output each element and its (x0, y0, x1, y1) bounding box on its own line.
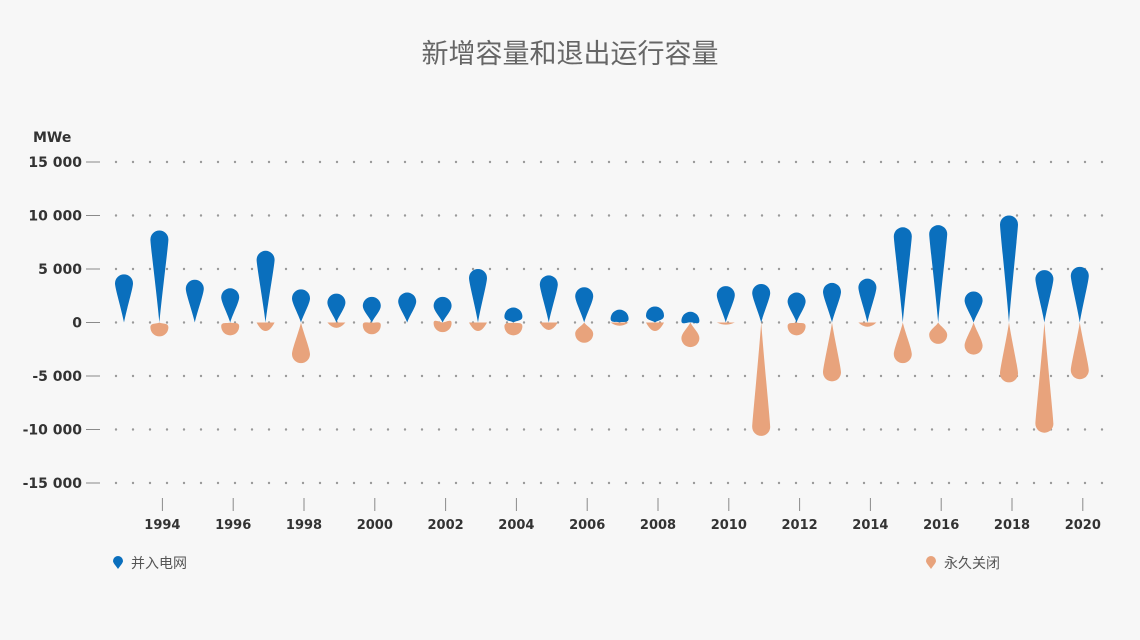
grid-connected-mark-2018 (1000, 215, 1018, 323)
y-tick-label: 15 000 (28, 155, 82, 171)
grid-connected-mark-2009 (681, 311, 700, 324)
x-tick-label: 2012 (782, 518, 818, 533)
permanent-shutdown-mark-2010 (716, 322, 735, 325)
permanent-shutdown-mark-1994 (150, 322, 169, 337)
x-tick-label: 2016 (923, 518, 959, 533)
grid-connected-mark-2013 (823, 282, 841, 323)
legend: 并入电网 永久关闭 (113, 556, 1000, 572)
grid-connected-mark-2007 (610, 309, 629, 323)
permanent-shutdown-mark-1996 (221, 322, 240, 336)
legend-marker-permanent-shutdown (926, 556, 936, 569)
grid-connected-mark-2011 (752, 283, 771, 323)
x-tick-label: 2004 (498, 518, 534, 533)
permanent-shutdown-mark-2006 (575, 322, 594, 343)
permanent-shutdown-mark-1998 (292, 322, 310, 364)
permanent-shutdown-mark-2000 (362, 322, 381, 335)
permanent-shutdown-mark-1999 (327, 322, 346, 328)
data-marks (115, 215, 1089, 436)
grid-connected-mark-1993 (115, 274, 133, 323)
permanent-shutdown-mark-2011 (752, 322, 771, 436)
grid-connected-mark-1997 (256, 250, 275, 323)
grid-connected-mark-2004 (504, 307, 523, 323)
grid-connected-mark-1996 (221, 288, 240, 323)
permanent-shutdown-mark-2002 (433, 320, 452, 333)
x-tick-label: 2006 (569, 518, 605, 533)
permanent-shutdown-mark-2020 (1070, 322, 1089, 380)
grid-connected-mark-2003 (469, 269, 487, 323)
grid-connected-mark-1999 (327, 293, 346, 323)
y-tick-label: 5 000 (38, 262, 82, 278)
permanent-shutdown-mark-2003 (469, 322, 487, 332)
x-tick-label: 2020 (1065, 518, 1101, 533)
x-tick-label: 2000 (357, 518, 393, 533)
y-tick-label: -10 000 (23, 423, 83, 439)
y-axis: 15 000 10 000 5 000 0 -5 000 -10 000 -15 000 (23, 155, 100, 492)
grid-connected-mark-2017 (964, 291, 983, 323)
x-tick-label: 1996 (215, 518, 251, 533)
grid-connected-mark-1998 (292, 289, 310, 323)
y-tick-label: -5 000 (32, 369, 82, 385)
grid-connected-mark-2020 (1070, 266, 1089, 323)
permanent-shutdown-mark-2015 (893, 322, 912, 364)
legend-item-grid-connected: 并入电网 (113, 556, 187, 572)
grid-connected-mark-2008 (646, 306, 664, 323)
legend-label-grid-connected: 并入电网 (131, 556, 187, 572)
permanent-shutdown-mark-2007 (610, 322, 629, 326)
x-tick-label: 2008 (640, 518, 676, 533)
permanent-shutdown-mark-2019 (1035, 322, 1054, 433)
grid-connected-mark-2016 (929, 225, 948, 323)
permanent-shutdown-mark-2012 (787, 322, 806, 336)
x-tick-label: 2010 (711, 518, 747, 533)
x-tick-label: 2002 (428, 518, 464, 533)
grid-connected-mark-2014 (858, 278, 877, 323)
grid-connected-mark-2019 (1035, 270, 1054, 323)
y-tick-label: -15 000 (23, 476, 83, 492)
grid-connected-mark-2010 (716, 286, 735, 323)
grid-connected-mark-1995 (185, 279, 204, 323)
grid-connected-mark-1994 (150, 230, 169, 323)
grid-connected-mark-2001 (398, 292, 417, 323)
chart-title: 新增容量和退出运行容量 (422, 39, 719, 70)
permanent-shutdown-mark-2016 (929, 322, 948, 344)
permanent-shutdown-mark-2008 (646, 322, 664, 332)
x-tick-label: 2018 (994, 518, 1030, 533)
x-tick-label: 1994 (144, 518, 180, 533)
x-tick-label: 2014 (852, 518, 888, 533)
legend-label-permanent-shutdown: 永久关闭 (944, 556, 1000, 572)
grid-connected-mark-2005 (539, 275, 558, 323)
legend-item-permanent-shutdown: 永久关闭 (926, 556, 1000, 572)
permanent-shutdown-mark-2017 (964, 322, 983, 355)
x-tick-label: 1998 (286, 518, 322, 533)
permanent-shutdown-mark-2014 (858, 322, 877, 327)
y-axis-unit-label: MWe (33, 130, 71, 146)
y-tick-label: 0 (72, 316, 82, 332)
permanent-shutdown-mark-2018 (1000, 322, 1018, 383)
grid-connected-mark-2000 (362, 296, 381, 323)
permanent-shutdown-mark-1997 (256, 322, 275, 332)
legend-marker-grid-connected (113, 556, 123, 569)
grid-connected-mark-2006 (575, 287, 594, 323)
permanent-shutdown-mark-2009 (681, 322, 700, 348)
permanent-shutdown-mark-2013 (823, 322, 841, 382)
grid-connected-mark-2015 (893, 227, 912, 323)
x-axis: 1994 1996 1998 2000 2002 2004 2006 2008 2010 2012… (144, 498, 1101, 533)
permanent-shutdown-mark-2005 (539, 322, 558, 330)
grid-connected-mark-2012 (787, 292, 806, 323)
grid-connected-mark-2002 (433, 296, 452, 323)
permanent-shutdown-mark-2004 (504, 322, 523, 336)
y-tick-label: 10 000 (28, 209, 82, 225)
